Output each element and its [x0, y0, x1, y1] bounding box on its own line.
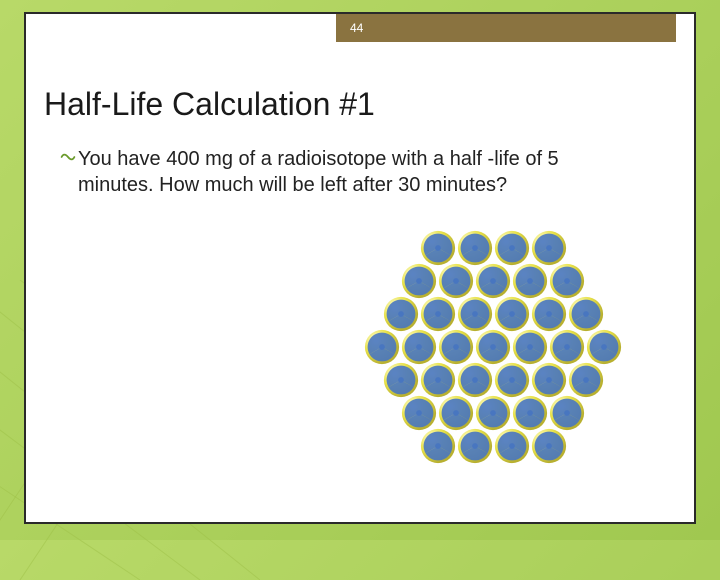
radioactive-sphere	[475, 329, 511, 365]
radioactive-sphere	[494, 230, 530, 266]
radioactive-sphere	[531, 362, 567, 398]
radioactive-sphere	[401, 263, 437, 299]
radioactive-sphere	[420, 428, 456, 464]
radioactive-sphere	[531, 296, 567, 332]
radioactive-sphere	[475, 263, 511, 299]
radioactive-sphere	[568, 362, 604, 398]
radioactive-sphere	[531, 428, 567, 464]
radioactive-sphere-cluster	[312, 230, 642, 520]
radioactive-sphere	[457, 230, 493, 266]
radioactive-sphere	[401, 329, 437, 365]
radioactive-sphere	[512, 395, 548, 431]
radioactive-sphere	[531, 230, 567, 266]
radioactive-sphere	[512, 329, 548, 365]
radioactive-sphere	[420, 230, 456, 266]
radioactive-sphere	[549, 395, 585, 431]
radioactive-sphere	[512, 263, 548, 299]
radioactive-sphere	[438, 263, 474, 299]
radioactive-sphere	[438, 395, 474, 431]
radioactive-sphere	[457, 296, 493, 332]
page-number: 44	[350, 21, 363, 35]
radioactive-sphere	[475, 395, 511, 431]
radioactive-sphere	[420, 362, 456, 398]
radioactive-sphere	[494, 362, 530, 398]
radioactive-sphere	[586, 329, 622, 365]
radioactive-sphere	[383, 296, 419, 332]
radioactive-sphere	[383, 362, 419, 398]
radioactive-sphere	[494, 428, 530, 464]
body-text-content: You have 400 mg of a radioisotope with a…	[78, 148, 559, 196]
slide-title: Half-Life Calculation #1	[44, 86, 375, 123]
radioactive-sphere	[457, 362, 493, 398]
radioactive-sphere	[494, 296, 530, 332]
radioactive-sphere	[420, 296, 456, 332]
bullet-icon	[60, 149, 76, 165]
slide-card: 44 Half-Life Calculation #1 You have 400…	[24, 12, 696, 524]
radioactive-sphere	[549, 329, 585, 365]
radioactive-sphere	[438, 329, 474, 365]
radioactive-sphere	[568, 296, 604, 332]
radioactive-sphere	[457, 428, 493, 464]
page-number-bar: 44	[336, 14, 676, 42]
radioactive-sphere	[549, 263, 585, 299]
slide-body: You have 400 mg of a radioisotope with a…	[78, 146, 618, 198]
radioactive-sphere	[364, 329, 400, 365]
radioactive-sphere	[401, 395, 437, 431]
